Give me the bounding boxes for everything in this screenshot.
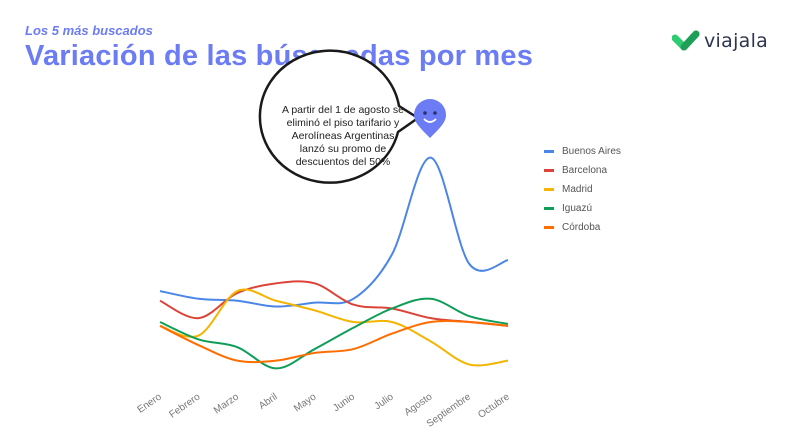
heart-check-icon [672, 30, 700, 51]
legend-label: Iguazú [562, 203, 593, 214]
annotation-bubble [258, 49, 421, 184]
x-tick-label: Febrero [167, 391, 202, 420]
x-tick-label: Octubre [476, 391, 512, 421]
series-line-buenos-aires [159, 156, 509, 308]
legend-swatch [544, 150, 554, 153]
annotation-text: A partir del 1 de agosto se eliminó el p… [282, 104, 404, 168]
legend-label: Buenos Aires [562, 146, 621, 157]
x-tick-label: Septiembre [425, 391, 474, 430]
legend-swatch [544, 188, 554, 191]
legend-swatch [544, 207, 554, 210]
legend-item: Córdoba [544, 218, 621, 237]
legend-swatch [544, 226, 554, 229]
legend-label: Córdoba [562, 222, 601, 233]
chart-legend: Buenos Aires Barcelona Madrid Iguazú Córdoba [544, 142, 621, 237]
series-line-madrid [159, 288, 509, 367]
x-tick-label: Enero [136, 391, 165, 416]
series-line-iguazu [159, 297, 509, 370]
page-title: Variación de las búsquedas por mes [25, 40, 534, 72]
legend-swatch [544, 169, 554, 172]
x-tick-label: Agosto [403, 391, 435, 418]
legend-item: Buenos Aires [544, 142, 621, 161]
x-tick-label: Junio [331, 391, 357, 414]
legend-item: Iguazú [544, 199, 621, 218]
legend-item: Madrid [544, 180, 621, 199]
x-tick-label: Julio [373, 391, 397, 412]
logo-text: viajala [704, 30, 769, 52]
x-tick-label: Marzo [212, 391, 241, 416]
eyebrow-label: Los 5 más buscados [25, 23, 153, 38]
series-line-cordoba [159, 319, 509, 364]
smiley-map-pin-icon [414, 99, 446, 138]
viajala-logo: viajala [672, 27, 782, 55]
legend-label: Barcelona [562, 165, 608, 176]
legend-item: Barcelona [544, 161, 621, 180]
legend-label: Madrid [562, 184, 593, 195]
x-tick-label: Mayo [292, 391, 319, 414]
x-tick-label: Abril [257, 391, 280, 411]
